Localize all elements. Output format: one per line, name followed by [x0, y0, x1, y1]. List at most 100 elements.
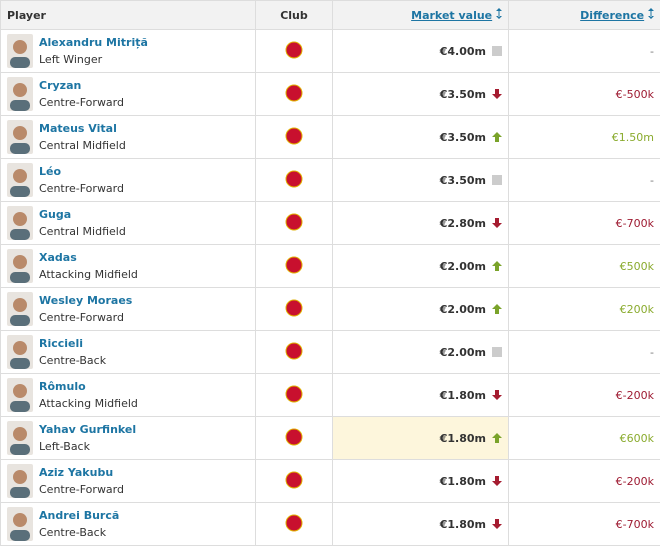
club-cell — [255, 201, 333, 245]
difference-cell: €-700k — [508, 502, 660, 546]
market-value: €2.80m — [439, 216, 486, 230]
logo-shape — [285, 127, 303, 144]
player-info: Wesley Moraes Centre-Forward — [7, 292, 249, 326]
player-cell: Wesley Moraes Centre-Forward — [0, 287, 256, 331]
difference-cell: €1.50m — [508, 115, 660, 159]
player-name[interactable]: Léo — [39, 165, 62, 178]
logo-shape — [285, 342, 303, 359]
market-value: €2.00m — [439, 345, 486, 359]
player-photo — [7, 292, 33, 326]
trend-icon — [492, 88, 502, 99]
trend-icon — [492, 518, 502, 529]
market-value: €3.50m — [439, 130, 486, 144]
club-logo — [285, 471, 303, 488]
difference: €-200k — [615, 474, 654, 488]
player-row: Guga Central Midfield €2.80m €-700k — [0, 201, 660, 245]
difference: - — [650, 173, 654, 187]
market-value-cell: €1.80m — [332, 416, 509, 460]
player-text: Mateus Vital Central Midfield — [39, 122, 126, 152]
photo-body — [10, 358, 30, 369]
logo-shape — [285, 41, 303, 58]
trend-icon — [492, 174, 502, 185]
sort-link[interactable]: Market value — [411, 9, 493, 22]
club-logo — [285, 170, 303, 187]
photo-body — [10, 444, 30, 455]
player-photo — [7, 34, 33, 68]
club-cell — [255, 115, 333, 159]
trend-icon — [492, 260, 502, 271]
player-photo — [7, 249, 33, 283]
club-cell — [255, 330, 333, 374]
player-photo — [7, 335, 33, 369]
player-name[interactable]: Alexandru Mitriță — [39, 36, 148, 49]
photo-body — [10, 143, 30, 154]
player-name[interactable]: Riccieli — [39, 337, 84, 350]
photo-head — [13, 513, 27, 527]
photo-head — [13, 470, 27, 484]
club-logo — [285, 514, 303, 531]
player-position: Centre-Forward — [39, 182, 124, 195]
trend-icon — [492, 389, 502, 400]
player-text: Riccieli Centre-Back — [39, 337, 106, 367]
trend-icon — [492, 475, 502, 486]
player-name[interactable]: Aziz Yakubu — [39, 466, 114, 479]
market-value-cell: €1.80m — [332, 459, 509, 503]
player-name[interactable]: Guga — [39, 208, 72, 221]
photo-body — [10, 487, 30, 498]
player-position: Centre-Back — [39, 526, 107, 539]
market-value-cell: €1.80m — [332, 373, 509, 417]
player-name[interactable]: Rômulo — [39, 380, 86, 393]
player-name[interactable]: Wesley Moraes — [39, 294, 133, 307]
player-name[interactable]: Yahav Gurfinkel — [39, 423, 137, 436]
player-name[interactable]: Mateus Vital — [39, 122, 117, 135]
player-text: Léo Centre-Forward — [39, 165, 124, 195]
logo-shape — [285, 84, 303, 101]
photo-body — [10, 186, 30, 197]
player-position: Centre-Back — [39, 354, 107, 367]
player-info: Alexandru Mitriță Left Winger — [7, 34, 249, 68]
market-value-cell: €3.50m — [332, 72, 509, 116]
player-text: Cryzan Centre-Forward — [39, 79, 124, 109]
header-market-value[interactable]: Market value — [332, 0, 509, 30]
player-text: Guga Central Midfield — [39, 208, 126, 238]
logo-shape — [285, 299, 303, 316]
logo-shape — [285, 213, 303, 230]
club-logo — [285, 299, 303, 316]
player-name[interactable]: Xadas — [39, 251, 77, 264]
club-logo — [285, 213, 303, 230]
no-change — [492, 174, 502, 185]
arrow-up — [492, 303, 502, 314]
player-info: Guga Central Midfield — [7, 206, 249, 240]
club-cell — [255, 459, 333, 503]
logo-shape — [285, 514, 303, 531]
player-text: Xadas Attacking Midfield — [39, 251, 138, 281]
difference: €1.50m — [611, 130, 654, 144]
photo-body — [10, 401, 30, 412]
player-photo — [7, 163, 33, 197]
player-name[interactable]: Cryzan — [39, 79, 82, 92]
player-info: Aziz Yakubu Centre-Forward — [7, 464, 249, 498]
club-logo — [285, 385, 303, 402]
logo-shape — [285, 170, 303, 187]
header-difference[interactable]: Difference — [508, 0, 660, 30]
photo-head — [13, 212, 27, 226]
player-text: Andrei Burcă Centre-Back — [39, 509, 119, 539]
logo-shape — [285, 256, 303, 273]
no-change — [492, 45, 502, 56]
player-info: Léo Centre-Forward — [7, 163, 249, 197]
photo-head — [13, 341, 27, 355]
player-cell: Léo Centre-Forward — [0, 158, 256, 202]
trend-icon — [492, 432, 502, 443]
player-row: Léo Centre-Forward €3.50m - — [0, 158, 660, 202]
club-cell — [255, 502, 333, 546]
player-name[interactable]: Andrei Burcă — [39, 509, 120, 522]
arrow-down — [492, 217, 502, 228]
sort-link[interactable]: Difference — [580, 9, 645, 22]
difference: €-700k — [615, 517, 654, 531]
market-value: €2.00m — [439, 259, 486, 273]
sort-icon — [648, 8, 654, 19]
market-value-cell: €2.00m — [332, 287, 509, 331]
photo-head — [13, 126, 27, 140]
photo-body — [10, 57, 30, 68]
